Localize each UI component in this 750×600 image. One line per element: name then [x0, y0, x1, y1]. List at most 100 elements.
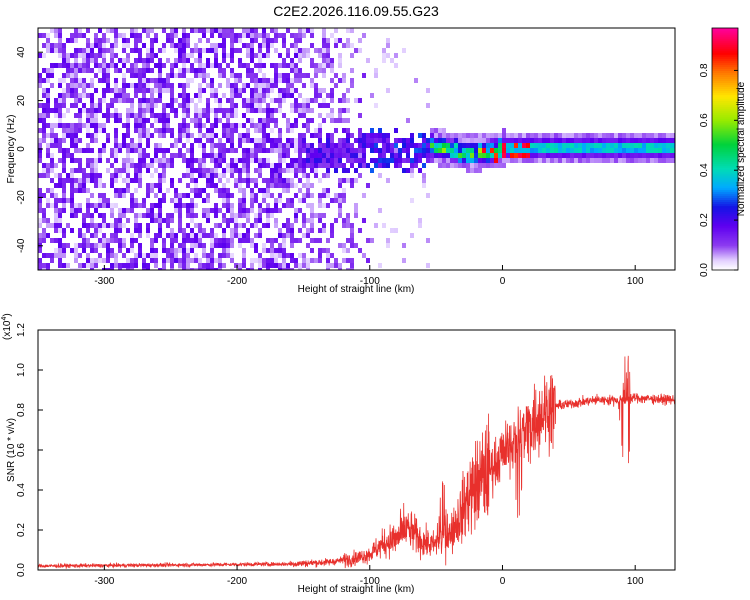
- spectrogram-cell: [206, 58, 210, 63]
- spectrogram-cell: [234, 158, 238, 163]
- spectrogram-cell: [142, 28, 146, 33]
- spectrogram-cell: [186, 108, 190, 113]
- spectrogram-cell: [186, 113, 190, 118]
- spectrogram-cell: [310, 158, 314, 163]
- spectrogram-cell: [198, 38, 202, 43]
- spectrogram-cell: [530, 153, 534, 158]
- spectrogram-cell: [422, 143, 426, 148]
- spectrogram-cell: [182, 243, 186, 248]
- spectrogram-cell: [114, 98, 118, 103]
- spectrogram-cell: [322, 203, 326, 208]
- spectrogram-cell: [310, 108, 314, 113]
- spectrogram-cell: [270, 238, 274, 243]
- spectrogram-cell: [54, 208, 58, 213]
- spectrogram-cell: [258, 118, 262, 123]
- spectrogram-cell: [494, 133, 498, 138]
- spectrogram-cell: [282, 258, 286, 263]
- spectrogram-cell: [338, 193, 342, 198]
- spectrogram-cell: [670, 143, 674, 148]
- spectrogram-cell: [126, 263, 130, 268]
- spectrogram-cell: [278, 228, 282, 233]
- spectrogram-cell: [190, 228, 194, 233]
- spectrogram-cell: [342, 128, 346, 133]
- spectrogram-cell: [182, 233, 186, 238]
- spectrogram-cell: [290, 103, 294, 108]
- colorbar-step: [712, 193, 738, 196]
- spectrogram-cell: [222, 108, 226, 113]
- spectrogram-cell: [258, 83, 262, 88]
- spectrogram-cell: [134, 83, 138, 88]
- spectrogram-cell: [38, 78, 42, 83]
- spectrogram-cell: [66, 88, 70, 93]
- spectrogram-cell: [246, 53, 250, 58]
- spectrogram-cell: [306, 98, 310, 103]
- spectrogram-cell: [238, 208, 242, 213]
- spectrogram-cell: [286, 28, 290, 33]
- spectrogram-cell: [354, 48, 358, 53]
- spectrogram-cell: [214, 133, 218, 138]
- spectrogram-cell: [534, 153, 538, 158]
- spectrogram-cell: [138, 98, 142, 103]
- snr-scale-label: (x104): [1, 313, 13, 340]
- spectrogram-cell: [298, 93, 302, 98]
- colorbar-step: [712, 161, 738, 164]
- spectrogram-cell: [390, 148, 394, 153]
- spectrogram-cell: [630, 158, 634, 163]
- spectrogram-cell: [154, 158, 158, 163]
- spectrogram-cell: [94, 263, 98, 268]
- spectrogram-cell: [94, 108, 98, 113]
- colorbar-step: [712, 60, 738, 63]
- spectrogram-cell: [46, 143, 50, 148]
- spectrogram-cell: [282, 43, 286, 48]
- spectrogram-cell: [406, 143, 410, 148]
- spectrogram-cell: [242, 163, 246, 168]
- spectrogram-cell: [646, 158, 650, 163]
- spectrogram-cell: [278, 183, 282, 188]
- spectrogram-cell: [166, 248, 170, 253]
- spectrogram-cell: [154, 218, 158, 223]
- spectrogram-cell: [386, 148, 390, 153]
- spectrogram-cell: [186, 103, 190, 108]
- spectrogram-cell: [214, 243, 218, 248]
- spectrogram-cell: [306, 228, 310, 233]
- spectrogram-cell: [86, 158, 90, 163]
- spectrogram-cell: [254, 53, 258, 58]
- spectrogram-cell: [294, 183, 298, 188]
- spectrogram-cell: [394, 63, 398, 68]
- spectrogram-cell: [450, 153, 454, 158]
- spectrogram-cell: [74, 28, 78, 33]
- spectrogram-cell: [262, 78, 266, 83]
- spectrogram-cell: [310, 228, 314, 233]
- spectrogram-cell: [210, 63, 214, 68]
- spectrogram-cell: [186, 248, 190, 253]
- spectrogram-cell: [158, 128, 162, 133]
- spectrogram-cell: [430, 133, 434, 138]
- spectrogram-cell: [386, 53, 390, 58]
- spectrogram-cell: [74, 148, 78, 153]
- spectrogram-cell: [246, 178, 250, 183]
- spectrogram-cell: [310, 208, 314, 213]
- spectrogram-cell: [162, 268, 166, 270]
- spectrogram-cell: [122, 33, 126, 38]
- spectrogram-cell: [662, 148, 666, 153]
- spectrogram-cell: [218, 253, 222, 258]
- colorbar-step: [712, 62, 738, 65]
- spectrogram-cell: [214, 153, 218, 158]
- spectrogram-cell: [110, 53, 114, 58]
- spectrogram-cell: [102, 193, 106, 198]
- spectrogram-cell: [62, 88, 66, 93]
- spectrogram-cell: [98, 103, 102, 108]
- spectrogram-cell: [302, 113, 306, 118]
- spectrogram-cell: [118, 228, 122, 233]
- spectrogram-cell: [222, 243, 226, 248]
- spectrogram-cell: [334, 28, 338, 33]
- spectrogram-cell: [290, 78, 294, 83]
- spectrogram-cell: [230, 208, 234, 213]
- spectrogram-cell: [454, 153, 458, 158]
- spectrogram-cell: [630, 138, 634, 143]
- spectrogram-cell: [230, 133, 234, 138]
- spectrogram-cell: [322, 88, 326, 93]
- spectrogram-cell: [210, 148, 214, 153]
- spectrogram-cell: [278, 73, 282, 78]
- spectrogram-cell: [206, 233, 210, 238]
